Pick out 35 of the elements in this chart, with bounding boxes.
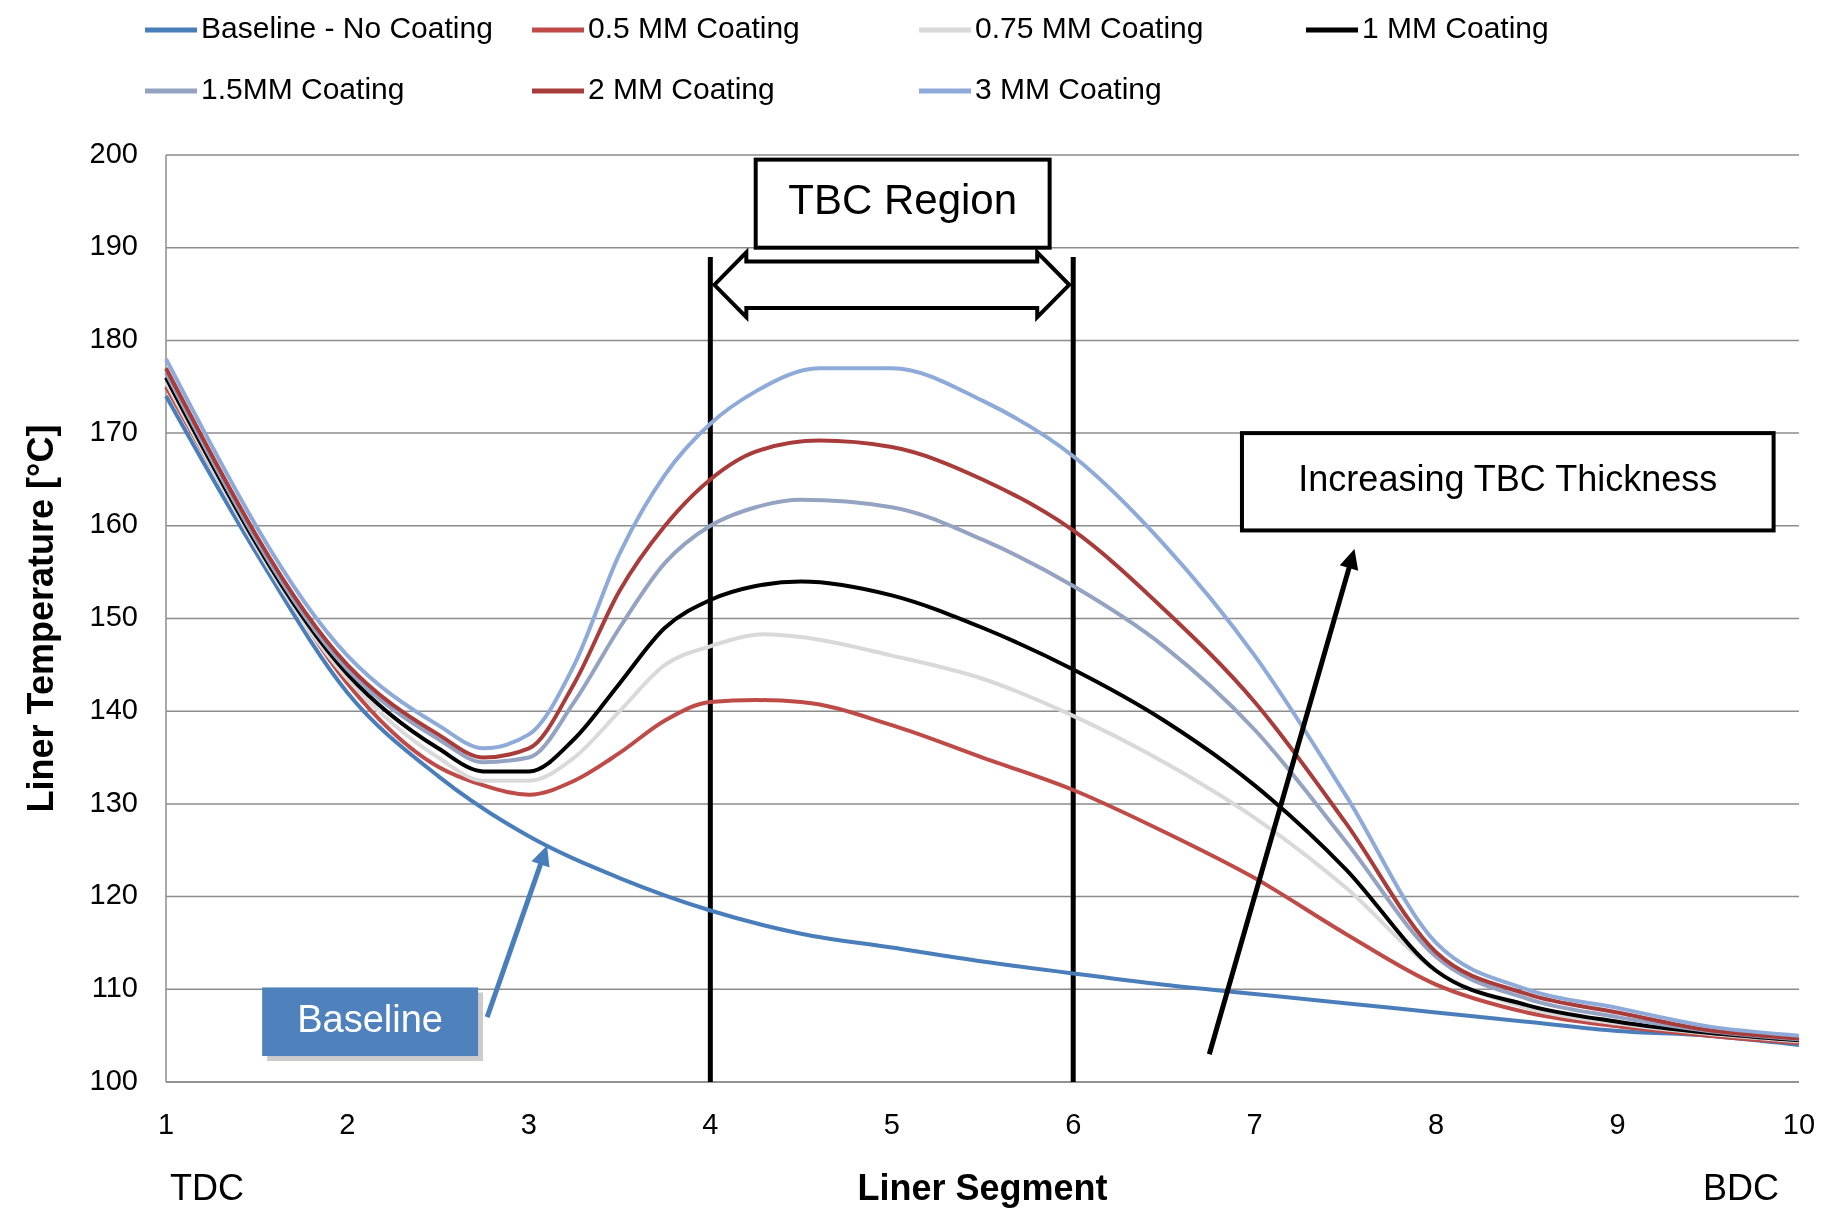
y-tick-label: 140 [89, 692, 138, 725]
annotation: TBC Region [788, 176, 1018, 224]
x-tick-label: 3 [520, 1108, 537, 1140]
legend-label: 3 MM Coating [975, 71, 1162, 105]
y-tick-label: 160 [89, 507, 138, 540]
x-tick-label: 1 [157, 1108, 175, 1140]
y-tick-label: 110 [91, 970, 138, 1003]
x-tick-label: 4 [702, 1108, 719, 1140]
y-tick-label: 170 [89, 414, 138, 447]
y-tick-label: 190 [89, 229, 138, 262]
y-tick-label: 130 [89, 785, 138, 818]
legend-label: 2 MM Coating [588, 71, 775, 105]
y-tick-label: 200 [89, 136, 138, 169]
legend-label: 0.75 MM Coating [975, 10, 1204, 44]
x-axis-title: Liner Segment [857, 1167, 1108, 1208]
annotation: Increasing TBC Thickness [1298, 457, 1718, 499]
legend-label: 0.5 MM Coating [588, 10, 800, 44]
y-tick-label: 120 [89, 878, 138, 911]
y-tick-label: 100 [89, 1063, 138, 1096]
x-tick-label: 6 [1065, 1108, 1082, 1140]
y-tick-label: 150 [89, 600, 138, 633]
x-tick-label: 8 [1428, 1108, 1445, 1140]
x-tick-label: 5 [883, 1108, 900, 1140]
x-tick-label: 2 [339, 1108, 356, 1140]
y-axis-title: Liner Temperature [°C] [20, 424, 61, 813]
x-tick-label: 7 [1246, 1108, 1263, 1140]
x-tick-label: 10 [1782, 1108, 1816, 1140]
x-tick-label: 9 [1609, 1108, 1626, 1140]
legend-label: Baseline - No Coating [201, 10, 493, 44]
y-tick-label: 180 [89, 322, 138, 355]
annotation: Baseline [297, 997, 444, 1040]
legend-label: 1 MM Coating [1362, 10, 1549, 44]
legend-label: 1.5MM Coating [201, 71, 405, 105]
text: BDC [1702, 1167, 1779, 1208]
text: TDC [170, 1167, 244, 1208]
